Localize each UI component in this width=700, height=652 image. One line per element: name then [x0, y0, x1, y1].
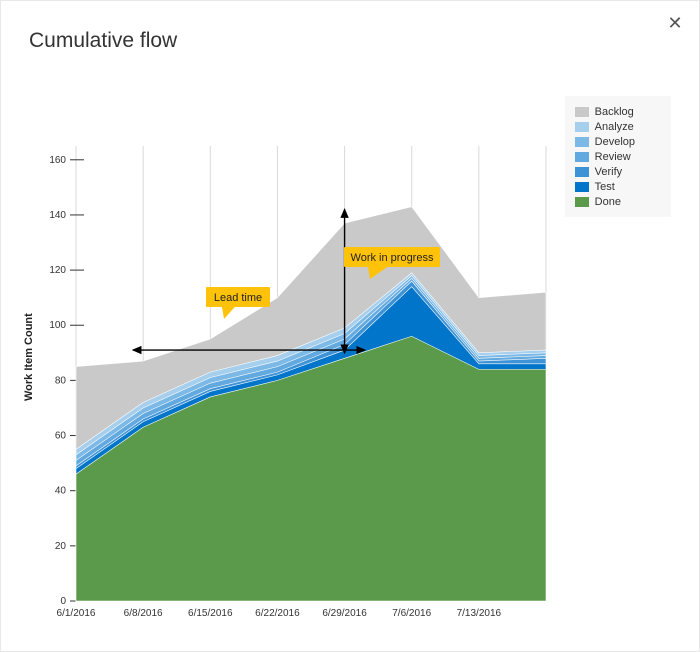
x-tick-label: 6/29/2016 [322, 608, 367, 619]
y-tick-label: 140 [49, 210, 66, 221]
lead-time-callout-label: Lead time [214, 292, 262, 304]
y-tick-label: 20 [55, 541, 67, 552]
y-tick-label: 100 [49, 320, 66, 331]
y-tick-label: 0 [60, 596, 66, 607]
cfd-widget: Cumulative flow ✕ ••• BacklogAnalyzeDeve… [0, 0, 700, 652]
cfd-chart: 6/1/2016 6/8/2016 6/15/2016 6/22/2016 6/29/2… [1, 1, 700, 652]
wip-callout-label: Work in progress [351, 252, 434, 264]
lead-time-callout-tail [222, 307, 235, 319]
y-tick-label: 40 [55, 486, 67, 497]
y-tick-label: 120 [49, 265, 66, 276]
x-tick-label: 6/8/2016 [124, 608, 163, 619]
y-tick-label: 160 [49, 155, 66, 166]
y-tick-label: 60 [55, 431, 67, 442]
x-tick-label: 6/1/2016 [57, 608, 96, 619]
x-tick-label: 7/6/2016 [392, 608, 431, 619]
x-tick-label: 6/22/2016 [255, 608, 300, 619]
x-tick-label: 6/15/2016 [188, 608, 233, 619]
y-tick-label: 80 [55, 375, 67, 386]
x-tick-label: 7/13/2016 [457, 608, 502, 619]
